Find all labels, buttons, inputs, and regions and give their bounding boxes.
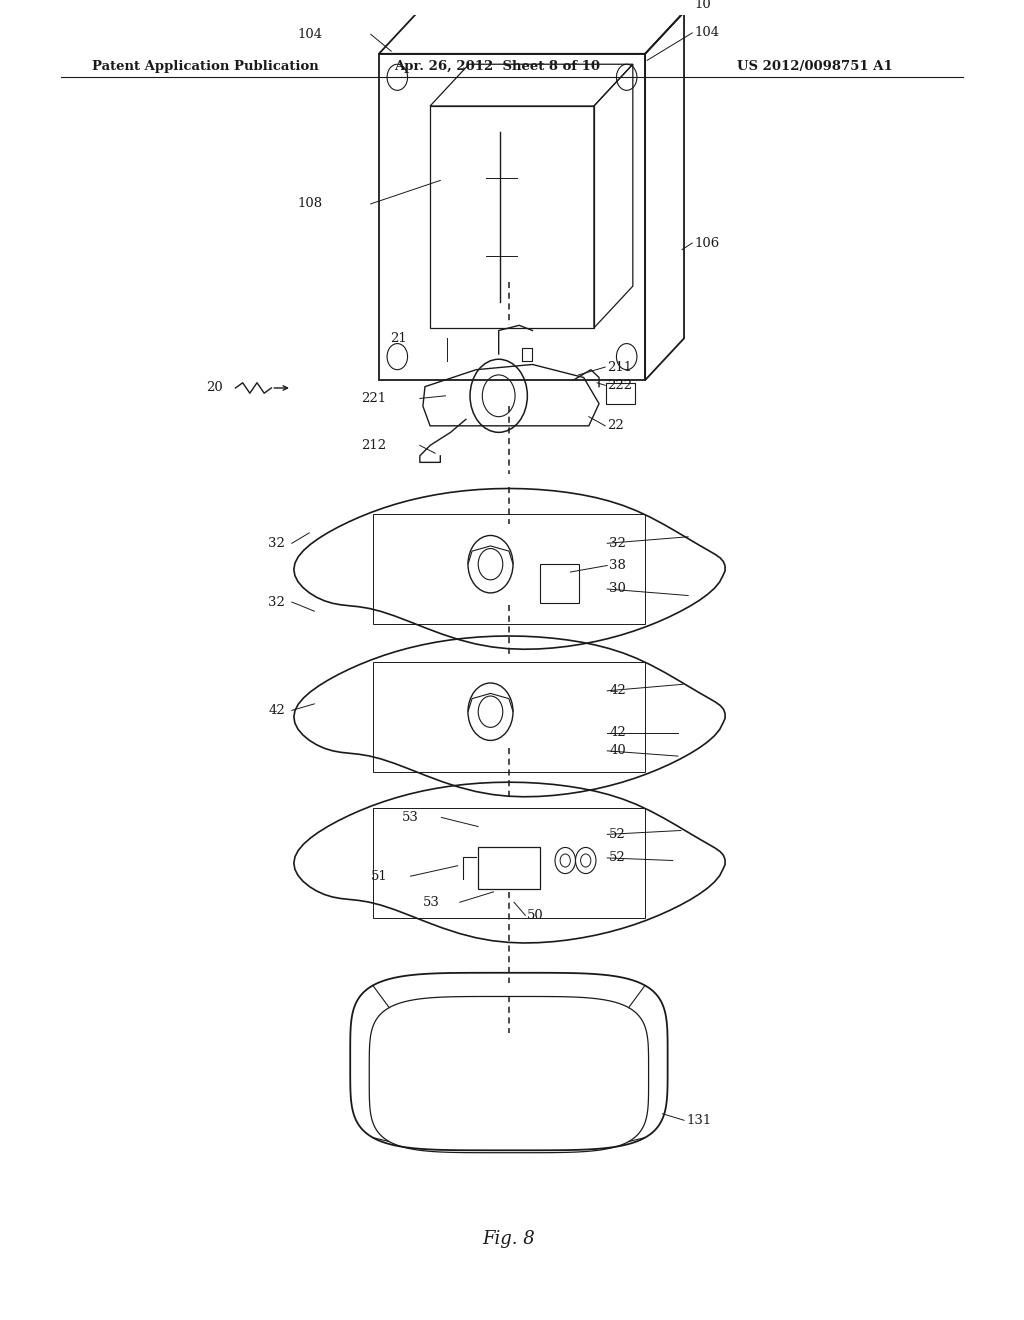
Text: 52: 52 (609, 828, 626, 841)
Text: Apr. 26, 2012  Sheet 8 of 10: Apr. 26, 2012 Sheet 8 of 10 (394, 61, 600, 74)
Text: 32: 32 (609, 537, 626, 550)
Text: 106: 106 (694, 236, 720, 249)
Text: 38: 38 (609, 558, 626, 572)
Text: 131: 131 (686, 1114, 712, 1127)
Text: 108: 108 (297, 198, 323, 210)
Text: 32: 32 (268, 537, 285, 550)
Text: 52: 52 (609, 851, 626, 865)
Text: US 2012/0098751 A1: US 2012/0098751 A1 (737, 61, 893, 74)
Text: Patent Application Publication: Patent Application Publication (92, 61, 318, 74)
Text: 50: 50 (527, 909, 544, 921)
Text: 53: 53 (423, 896, 439, 908)
Text: 21: 21 (390, 331, 407, 345)
Text: 20: 20 (207, 381, 223, 395)
Bar (478, 847, 540, 890)
Text: 10: 10 (694, 0, 711, 11)
Text: Fig. 8: Fig. 8 (482, 1230, 536, 1249)
Text: 221: 221 (360, 392, 386, 405)
Text: 30: 30 (609, 582, 626, 595)
Text: 212: 212 (360, 440, 386, 451)
Bar (540, 564, 579, 603)
Text: 40: 40 (609, 744, 626, 758)
Text: 42: 42 (268, 704, 285, 717)
Text: 42: 42 (609, 684, 626, 697)
Text: 32: 32 (268, 595, 285, 609)
Text: 104: 104 (297, 28, 323, 41)
Text: 104: 104 (694, 26, 720, 40)
Text: 22: 22 (607, 420, 624, 433)
Text: 53: 53 (402, 810, 419, 824)
Text: 51: 51 (372, 870, 388, 883)
Text: 42: 42 (609, 726, 626, 739)
Bar (606, 383, 635, 404)
Text: 222: 222 (607, 379, 633, 392)
Text: 211: 211 (607, 360, 633, 374)
